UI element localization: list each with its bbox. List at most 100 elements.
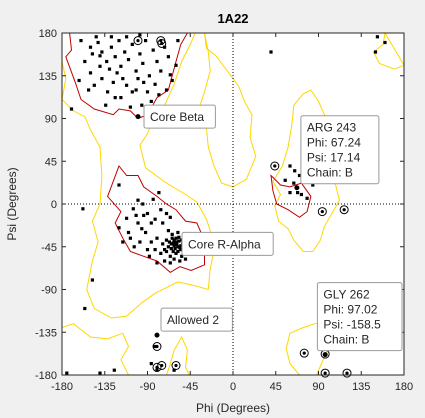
residue-point[interactable] xyxy=(159,208,163,212)
residue-point[interactable] xyxy=(167,240,171,244)
residue-point[interactable] xyxy=(179,244,183,248)
glycine-marker-ring[interactable] xyxy=(270,161,280,171)
residue-point[interactable] xyxy=(164,88,169,92)
residue-point[interactable] xyxy=(153,248,157,252)
residue-point[interactable] xyxy=(155,261,159,265)
residue-point[interactable] xyxy=(311,183,315,187)
residue-point[interactable] xyxy=(159,69,163,73)
residue-point[interactable] xyxy=(176,249,180,254)
residue-point[interactable] xyxy=(90,52,94,56)
residue-point[interactable] xyxy=(164,249,169,254)
residue-point[interactable] xyxy=(153,217,157,221)
residue-point[interactable] xyxy=(96,40,100,45)
residue-point[interactable] xyxy=(117,39,121,43)
residue-point[interactable] xyxy=(149,362,153,366)
residue-point[interactable] xyxy=(170,78,174,83)
residue-point[interactable] xyxy=(134,69,138,73)
residue-point[interactable] xyxy=(98,54,102,58)
residue-point[interactable] xyxy=(132,245,136,249)
residue-point[interactable] xyxy=(172,368,176,372)
residue-point[interactable] xyxy=(77,78,81,83)
residue-point[interactable] xyxy=(100,77,104,81)
residue-point[interactable] xyxy=(69,107,74,111)
residue-point[interactable] xyxy=(176,230,180,235)
residue-point[interactable] xyxy=(134,88,138,92)
plot-area[interactable]: -180 -135 -90 -45 0 45 90 135 180 -180 -135 -90 -45 0… xyxy=(35,28,413,393)
residue-point[interactable] xyxy=(142,80,146,84)
glycine-marker-ring[interactable] xyxy=(171,361,181,370)
residue-point[interactable] xyxy=(105,59,109,64)
residue-point[interactable] xyxy=(176,39,180,43)
residue-point[interactable] xyxy=(166,245,170,249)
residue-point[interactable] xyxy=(138,52,142,56)
datatip-gly-262-box[interactable] xyxy=(316,282,403,352)
residue-point[interactable] xyxy=(172,244,176,248)
residue-point[interactable] xyxy=(168,261,172,265)
residue-point[interactable] xyxy=(104,103,108,107)
residue-point[interactable] xyxy=(383,40,387,45)
glycine-marker-ring[interactable] xyxy=(320,368,330,378)
glycine-marker-ring[interactable] xyxy=(157,361,167,370)
residue-point[interactable] xyxy=(117,183,121,187)
residue-point[interactable] xyxy=(166,229,170,233)
residue-point[interactable] xyxy=(157,93,161,97)
residue-point[interactable] xyxy=(178,246,182,250)
residue-point[interactable] xyxy=(130,42,134,46)
core-beta-label-box[interactable] xyxy=(143,104,216,129)
residue-point[interactable] xyxy=(128,236,132,240)
residue-point[interactable] xyxy=(283,178,287,182)
residue-point[interactable] xyxy=(125,83,129,87)
residue-point[interactable] xyxy=(138,240,142,244)
residue-point[interactable] xyxy=(109,45,113,49)
residue-point[interactable] xyxy=(92,83,96,87)
residue-point[interactable] xyxy=(136,77,140,81)
residue-point[interactable] xyxy=(117,226,121,230)
residue-point[interactable] xyxy=(138,33,142,37)
residue-point[interactable] xyxy=(288,164,292,168)
residue-point[interactable] xyxy=(113,55,117,59)
residue-point[interactable] xyxy=(168,73,172,77)
residue-point[interactable] xyxy=(153,344,157,349)
residue-point[interactable] xyxy=(164,238,169,242)
residue-point[interactable] xyxy=(178,259,182,263)
residue-point[interactable] xyxy=(299,192,303,197)
residue-point[interactable] xyxy=(136,221,140,225)
residue-point[interactable] xyxy=(79,39,83,43)
residue-point[interactable] xyxy=(155,236,159,240)
residue-point[interactable] xyxy=(144,39,148,43)
residue-point[interactable] xyxy=(163,248,167,252)
glycine-marker-ring[interactable] xyxy=(152,362,162,372)
glycine-marker-ring[interactable] xyxy=(339,205,349,215)
residue-point[interactable] xyxy=(107,67,112,71)
residue-point[interactable] xyxy=(119,96,123,100)
residue-point[interactable] xyxy=(147,74,151,78)
residue-point[interactable] xyxy=(98,371,102,375)
residue-point[interactable] xyxy=(269,50,273,54)
residue-point[interactable] xyxy=(141,202,145,206)
allowed-2-label-box[interactable] xyxy=(160,307,233,332)
residue-point[interactable] xyxy=(373,50,378,54)
residue-point[interactable] xyxy=(171,241,175,245)
residue-point[interactable] xyxy=(177,239,181,243)
residue-point[interactable] xyxy=(65,371,69,375)
residue-point[interactable] xyxy=(106,90,110,94)
residue-point[interactable] xyxy=(125,35,129,39)
residue-point[interactable] xyxy=(87,88,91,92)
residue-point[interactable] xyxy=(179,248,183,252)
residue-point[interactable] xyxy=(163,259,167,263)
residue-point[interactable] xyxy=(126,58,131,62)
residue-point[interactable] xyxy=(170,232,174,236)
residue-point[interactable] xyxy=(88,45,93,49)
residue-point[interactable] xyxy=(81,207,85,211)
glycine-marker-ring[interactable] xyxy=(157,38,167,48)
residue-point[interactable] xyxy=(123,50,127,54)
residue-point[interactable] xyxy=(292,181,296,185)
residue-point[interactable] xyxy=(121,240,125,244)
residue-point[interactable] xyxy=(293,169,297,173)
residue-point[interactable] xyxy=(166,55,170,59)
residue-point[interactable] xyxy=(140,103,144,107)
datatip-arg-243-box[interactable] xyxy=(300,115,380,185)
glycine-marker-ring[interactable] xyxy=(299,348,309,358)
residue-point[interactable] xyxy=(98,64,102,68)
residue-point[interactable] xyxy=(128,105,132,109)
